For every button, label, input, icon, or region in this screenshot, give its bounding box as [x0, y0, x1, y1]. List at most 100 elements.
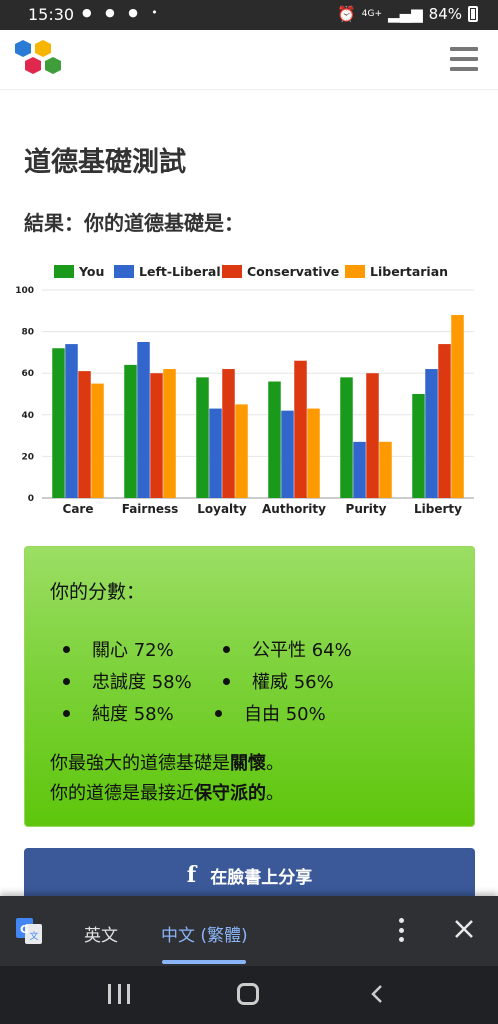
results-chart: You Left-Liberal Conservative Libertarian 0 2…	[14, 258, 484, 520]
bullet-icon	[223, 645, 230, 653]
status-right: ⏰ 4G+ ▂▄▆ 84%	[337, 5, 478, 23]
score-fairness: 公平性 64%	[252, 640, 352, 661]
score-authority: 權威 56%	[252, 672, 334, 693]
status-bar: 15:30 ● ● ● • ⏰ 4G+ ▂▄▆ 84%	[0, 0, 498, 30]
bullet-icon	[215, 709, 222, 717]
bar	[340, 377, 353, 498]
legend-swatch	[54, 265, 74, 278]
notification-icons: ● ● ● •	[82, 6, 163, 19]
android-nav-bar	[0, 966, 498, 1024]
facebook-icon: f	[186, 862, 197, 888]
score-loyalty: 忠誠度 58%	[92, 672, 192, 693]
bar	[137, 342, 150, 498]
bar	[451, 314, 464, 498]
bar	[209, 408, 222, 498]
bar	[268, 381, 281, 498]
bar	[163, 369, 176, 498]
bar	[196, 377, 209, 498]
bullet-icon	[63, 645, 70, 653]
bar	[281, 410, 294, 498]
page-title: 道德基礎測試	[24, 147, 186, 178]
more-options-icon[interactable]	[396, 918, 406, 942]
svg-text:文: 文	[29, 930, 38, 942]
bar	[150, 373, 163, 498]
x-tick-label: Liberty	[414, 502, 462, 516]
score-label: 你的分數：	[50, 581, 146, 603]
y-tick-label: 100	[15, 286, 34, 296]
score-row: 忠誠度 58% 權威 56%	[63, 665, 463, 697]
result-title: 結果：你的道德基礎是：	[24, 211, 244, 235]
network-indicator: 4G+	[361, 9, 383, 19]
lang-source-tab[interactable]: 英文	[84, 926, 118, 946]
score-liberty: 自由 50%	[244, 704, 326, 725]
score-purity: 純度 58%	[92, 704, 174, 725]
bullet-icon	[63, 677, 70, 685]
legend-swatch	[114, 265, 134, 278]
score-item: 關心 72%	[63, 636, 223, 662]
home-icon[interactable]	[237, 983, 259, 1005]
y-tick-label: 40	[21, 411, 34, 421]
score-item: 權威 56%	[223, 668, 334, 694]
bar	[52, 348, 65, 498]
score-summary: 你最強大的道德基礎是關懷。 你的道德是最接近保守派的。	[50, 749, 284, 809]
bar	[425, 369, 438, 498]
bar	[412, 394, 425, 498]
x-tick-label: Care	[63, 502, 94, 516]
bar	[307, 408, 320, 498]
lang-target-tab[interactable]: 中文 (繁體)	[161, 926, 248, 946]
alarm-icon: ⏰	[337, 5, 356, 23]
battery-percent: 84%	[428, 5, 462, 23]
score-row: 關心 72% 公平性 64%	[63, 633, 463, 665]
site-header	[0, 30, 498, 90]
score-item: 忠誠度 58%	[63, 668, 223, 694]
x-tick-label: Loyalty	[197, 502, 247, 516]
bar	[379, 441, 392, 498]
bar	[65, 344, 78, 498]
facebook-share-button[interactable]: f 在臉書上分享	[24, 848, 475, 902]
y-tick-label: 0	[28, 494, 34, 504]
bar	[366, 373, 379, 498]
close-icon[interactable]	[453, 918, 475, 940]
bullet-icon	[63, 709, 70, 717]
score-item: 公平性 64%	[223, 636, 352, 662]
bullet-icon	[223, 677, 230, 685]
summary-strongest: 你最強大的道德基礎是關懷。	[50, 753, 284, 774]
bar-chart: You Left-Liberal Conservative Libertarian 0 2…	[15, 264, 474, 516]
legend-label: Conservative	[247, 264, 339, 279]
x-tick-label: Purity	[346, 502, 387, 516]
hexagon-logo-icon[interactable]	[12, 38, 68, 82]
bar	[294, 360, 307, 498]
summary-closest: 你的道德是最接近保守派的。	[50, 783, 284, 804]
translate-bar: G 文 英文 中文 (繁體)	[0, 896, 498, 966]
score-row: 純度 58% 自由 50%	[63, 697, 463, 729]
active-tab-indicator	[162, 960, 246, 964]
y-tick-label: 20	[21, 452, 34, 462]
svg-text:G: G	[20, 923, 29, 936]
y-tick-label: 80	[21, 328, 34, 338]
legend-label: Left-Liberal	[139, 264, 221, 279]
bar	[235, 404, 248, 498]
recent-apps-icon[interactable]	[108, 984, 130, 1004]
legend-swatch	[345, 265, 365, 278]
score-care: 關心 72%	[92, 640, 174, 661]
bar	[353, 441, 366, 498]
score-list: 關心 72% 公平性 64% 忠誠度 58% 權威 56% 純度 58% 自由 …	[63, 633, 463, 729]
bar	[78, 371, 91, 498]
legend-label: Libertarian	[370, 264, 448, 279]
back-icon[interactable]	[370, 983, 384, 1005]
share-label: 在臉書上分享	[210, 867, 313, 888]
bar	[222, 369, 235, 498]
bar	[124, 364, 137, 498]
x-tick-label: Fairness	[122, 502, 179, 516]
legend-label: You	[78, 264, 104, 279]
bar	[91, 383, 104, 498]
bar	[438, 344, 451, 498]
hamburger-menu-icon[interactable]	[450, 47, 478, 71]
score-item: 自由 50%	[215, 700, 326, 726]
score-item: 純度 58%	[63, 700, 215, 726]
score-box: 你的分數： 關心 72% 公平性 64% 忠誠度 58% 權威 56% 純度 5…	[24, 546, 475, 827]
y-tick-label: 60	[21, 369, 34, 379]
clock: 15:30	[28, 5, 75, 24]
x-tick-label: Authority	[262, 502, 326, 516]
battery-icon	[468, 6, 478, 22]
